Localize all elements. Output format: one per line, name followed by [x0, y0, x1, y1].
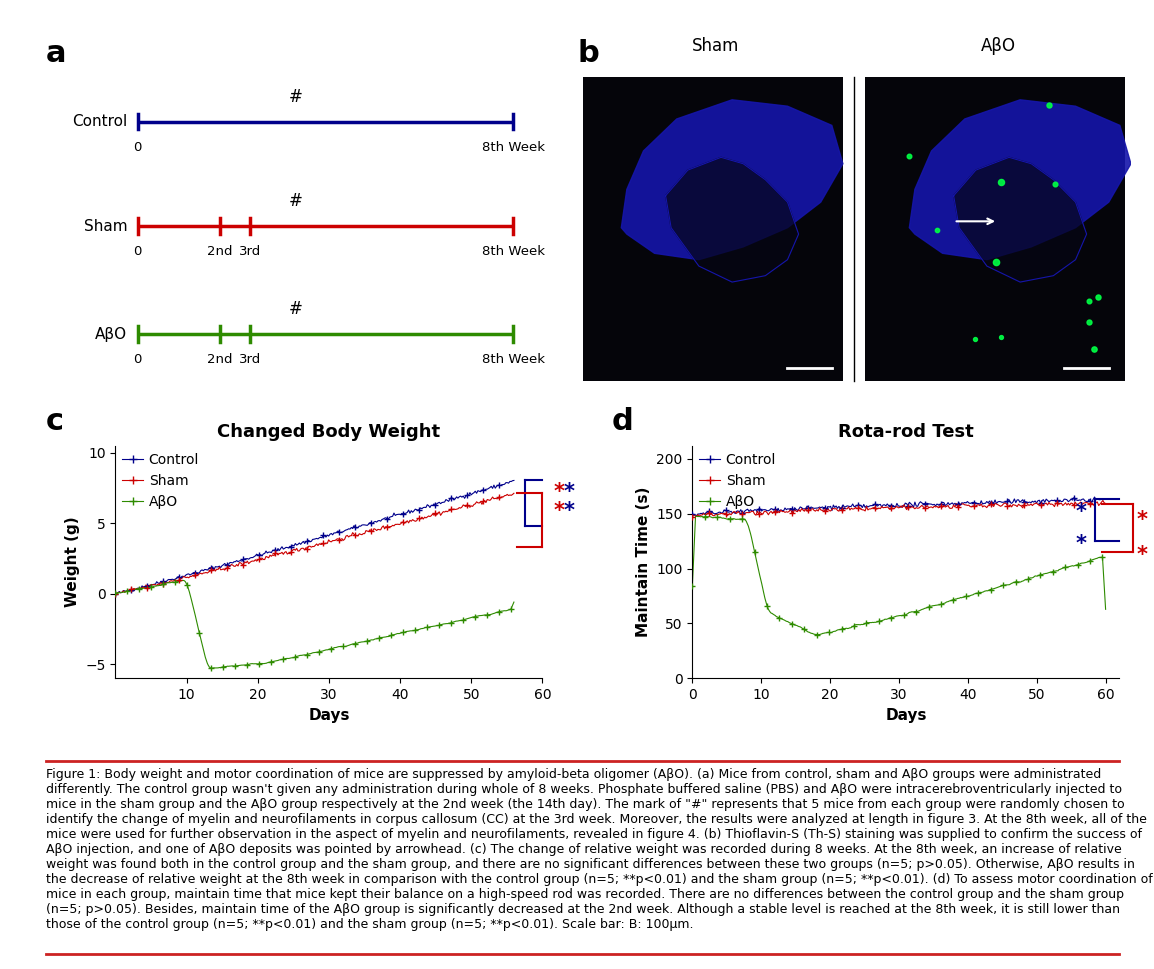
- Text: 0: 0: [134, 353, 142, 366]
- Bar: [866, 78, 1125, 381]
- Text: 0: 0: [134, 141, 142, 154]
- Text: #: #: [288, 193, 302, 210]
- X-axis label: Days: Days: [308, 707, 350, 723]
- Text: Sham: Sham: [691, 37, 740, 55]
- Title: Rota-rod Test: Rota-rod Test: [838, 423, 974, 442]
- Text: #: #: [288, 88, 302, 106]
- Text: AβO: AβO: [981, 37, 1016, 55]
- Text: 2nd: 2nd: [208, 353, 233, 366]
- Bar: [583, 78, 842, 381]
- Legend: Control, Sham, AβO: Control, Sham, AβO: [699, 453, 777, 509]
- Text: *: *: [563, 482, 575, 502]
- Text: 0: 0: [134, 245, 142, 259]
- Title: Changed Body Weight: Changed Body Weight: [217, 423, 441, 442]
- Text: *: *: [563, 501, 575, 521]
- Text: AβO: AβO: [96, 327, 127, 341]
- Text: 8th Week: 8th Week: [482, 353, 545, 366]
- Text: *: *: [553, 501, 564, 521]
- Text: *: *: [1137, 545, 1147, 565]
- Text: 2nd: 2nd: [208, 245, 233, 259]
- Text: *: *: [1076, 502, 1087, 522]
- Text: #: #: [288, 300, 302, 318]
- X-axis label: Days: Days: [885, 707, 927, 723]
- Text: Figure 1: Body weight and motor coordination of mice are suppressed by amyloid-b: Figure 1: Body weight and motor coordina…: [46, 768, 1153, 931]
- Text: b: b: [577, 39, 599, 68]
- Polygon shape: [621, 100, 842, 260]
- Text: 8th Week: 8th Week: [482, 245, 545, 259]
- Polygon shape: [953, 157, 1087, 282]
- Text: a: a: [46, 39, 67, 68]
- Text: *: *: [1137, 510, 1147, 530]
- Polygon shape: [909, 100, 1131, 260]
- Polygon shape: [666, 157, 799, 282]
- Y-axis label: Weight (g): Weight (g): [65, 516, 80, 608]
- Text: Control: Control: [73, 114, 127, 129]
- Text: c: c: [46, 407, 65, 436]
- Text: 8th Week: 8th Week: [482, 141, 545, 154]
- Text: *: *: [1076, 534, 1087, 554]
- Legend: Control, Sham, AβO: Control, Sham, AβO: [122, 453, 200, 509]
- Text: d: d: [612, 407, 634, 436]
- Text: *: *: [553, 482, 564, 502]
- Text: 3rd: 3rd: [239, 353, 262, 366]
- Y-axis label: Maintain Time (s): Maintain Time (s): [636, 486, 651, 638]
- Text: 3rd: 3rd: [239, 245, 262, 259]
- Text: Sham: Sham: [84, 219, 127, 234]
